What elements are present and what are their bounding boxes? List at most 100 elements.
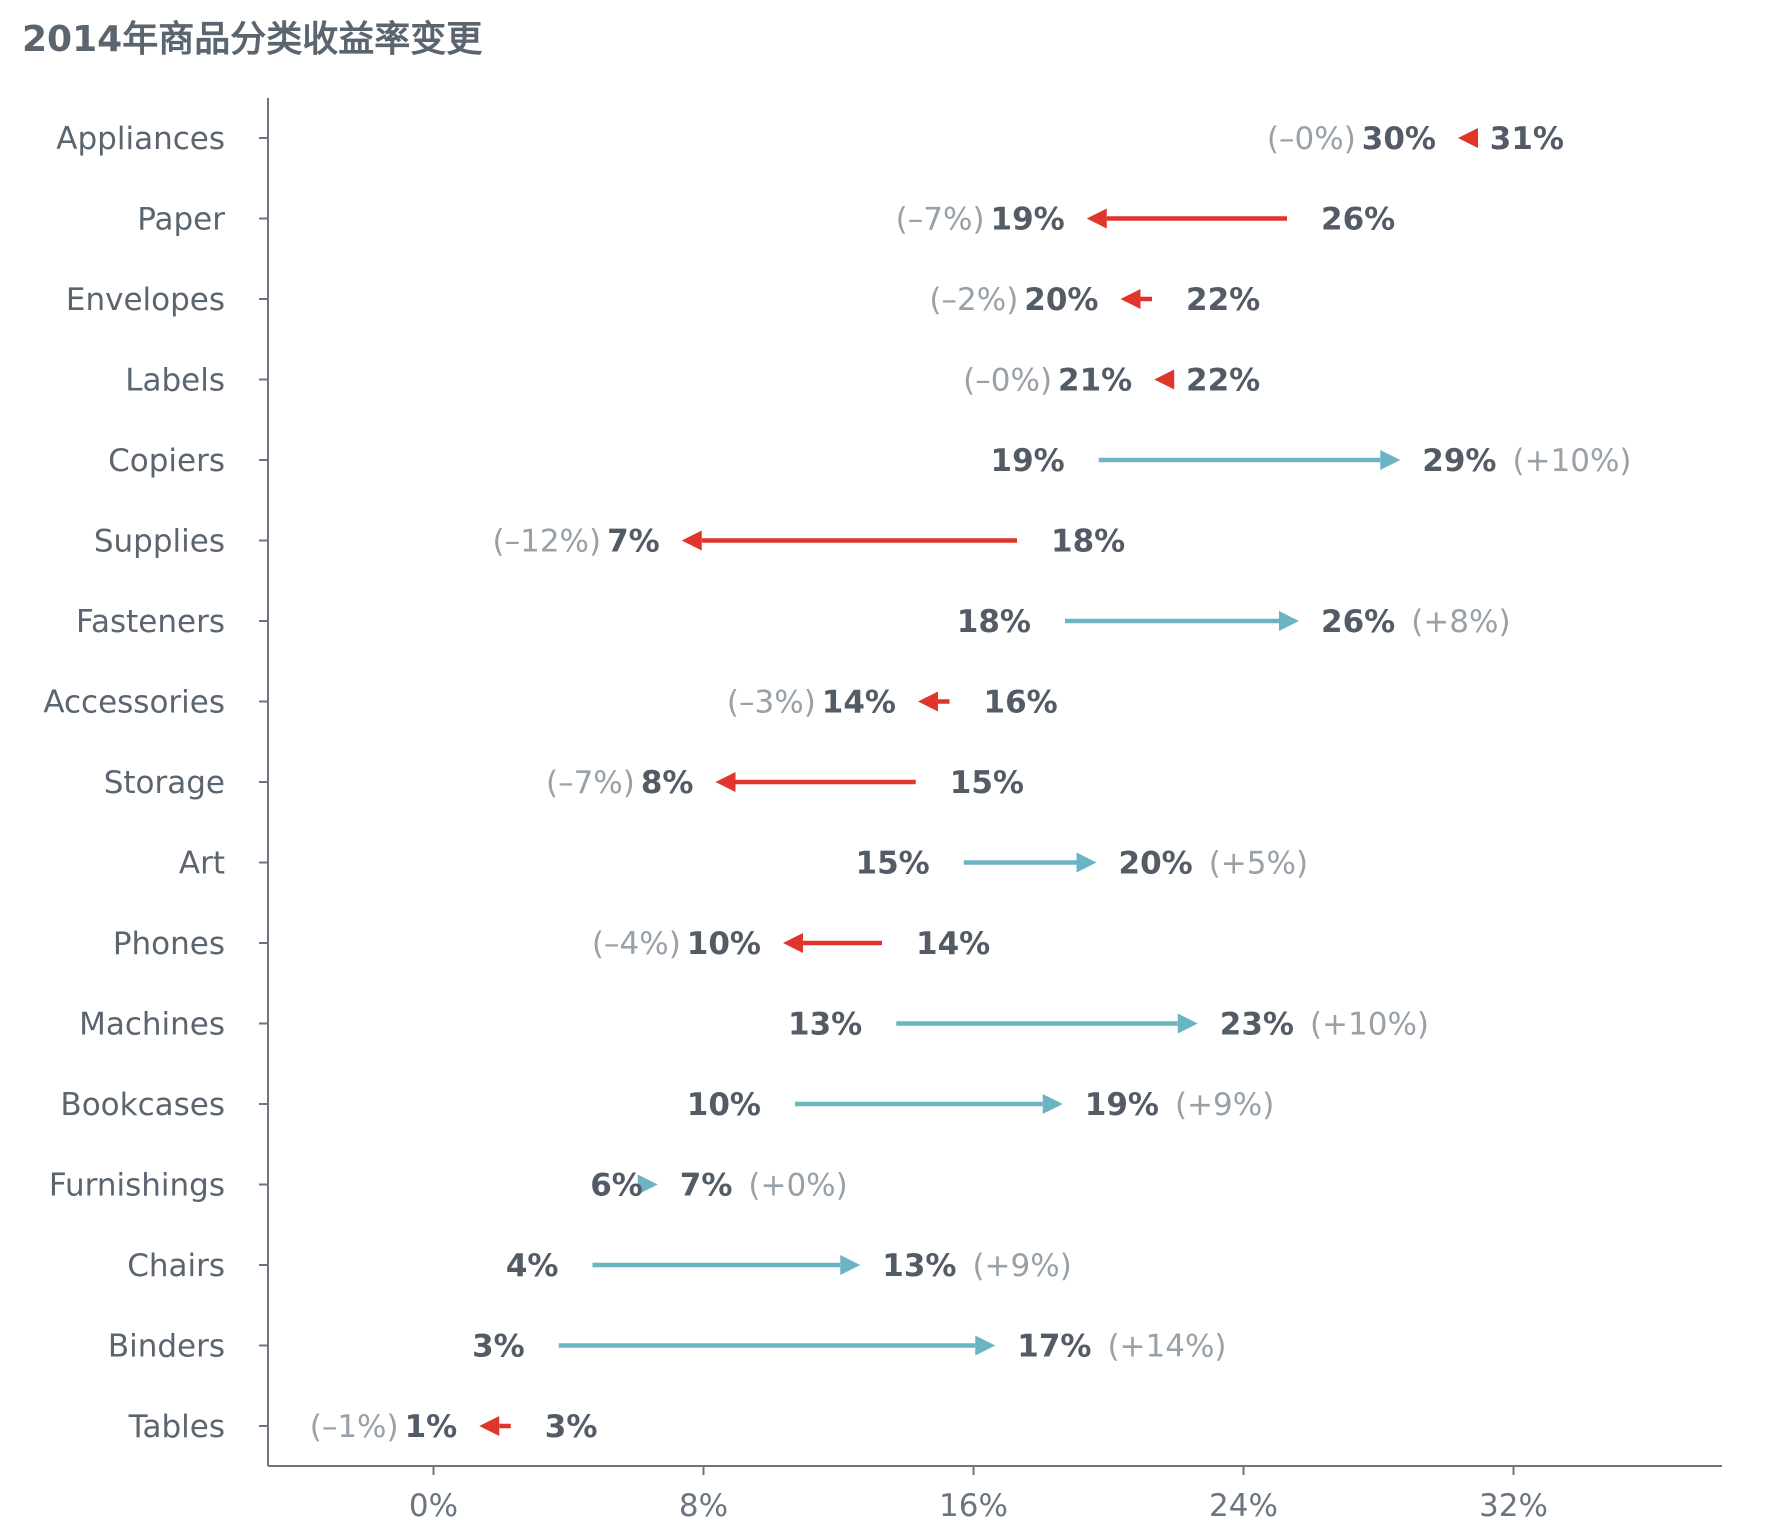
category-label: Appliances: [56, 121, 225, 157]
diff-label: (–3%): [727, 685, 816, 721]
diff-label: (–7%): [896, 202, 985, 238]
x-tick-label: 32%: [1479, 1488, 1548, 1524]
arrow-head: [783, 933, 803, 953]
category-label: Tables: [128, 1409, 225, 1445]
to-value-label: 30%: [1362, 121, 1436, 157]
from-value-label: 10%: [687, 1087, 761, 1123]
diff-label: (+0%): [748, 1168, 847, 1204]
row-accessories: 16% 14%(–3%): [727, 685, 1058, 721]
row-fasteners: 18% 26% (+8%): [957, 604, 1511, 640]
row-supplies: 18% 7%(–12%): [493, 524, 1126, 560]
arrow-head: [715, 772, 736, 792]
row-chairs: 4% 13% (+9%): [506, 1248, 1072, 1284]
to-value-label: 23%: [1220, 1007, 1294, 1043]
row-tables: 3% 1%(–1%): [310, 1409, 598, 1445]
from-value-label: 22%: [1186, 363, 1260, 399]
arrow-head: [1042, 1094, 1063, 1114]
category-label: Labels: [125, 363, 225, 399]
arrow-head: [1380, 450, 1401, 470]
diff-label: (–4%): [592, 926, 681, 962]
from-value-label: 22%: [1186, 282, 1260, 318]
arrow-head: [1177, 1013, 1198, 1034]
diff-label: (+8%): [1411, 604, 1510, 640]
to-value-label: 26%: [1321, 604, 1395, 640]
category-label: Art: [179, 846, 225, 882]
diff-label: (–12%): [493, 524, 602, 560]
category-label: Binders: [108, 1329, 225, 1365]
arrow-head: [1458, 128, 1478, 148]
x-tick-label: 0%: [409, 1488, 458, 1524]
from-value-label: 19%: [991, 443, 1065, 479]
row-copiers: 19% 29% (+10%): [991, 443, 1632, 479]
diff-label: (+10%): [1512, 443, 1631, 479]
diff-label: (+9%): [1175, 1087, 1274, 1123]
from-value-label: 6%: [590, 1168, 643, 1204]
row-appliances: 31% 30%(–0%): [1267, 121, 1564, 157]
from-value-label: 31%: [1490, 121, 1564, 157]
category-label: Envelopes: [66, 282, 225, 318]
to-value-label: 7%: [680, 1168, 733, 1204]
to-value-label: 20%: [1024, 282, 1098, 318]
category-label: Paper: [137, 202, 225, 238]
row-machines: 13% 23% (+10%): [788, 1007, 1429, 1043]
to-value-label: 10%: [687, 926, 761, 962]
from-value-label: 15%: [950, 765, 1024, 801]
row-art: 15% 20% (+5%): [856, 846, 1309, 882]
to-value-label: 14%: [822, 685, 896, 721]
row-paper: 26% 19%(–7%): [896, 202, 1396, 238]
arrow-head: [1076, 852, 1097, 873]
arrow-head: [1279, 611, 1299, 631]
category-label: Copiers: [108, 443, 225, 479]
row-labels: 22% 21%(–0%): [963, 363, 1260, 399]
diff-label: (–7%): [546, 765, 635, 801]
x-tick-label: 16%: [939, 1488, 1008, 1524]
category-label: Machines: [79, 1007, 225, 1043]
to-value-label: 20%: [1119, 846, 1193, 882]
row-binders: 3% 17% (+14%): [472, 1329, 1226, 1365]
diff-label: (+10%): [1310, 1007, 1429, 1043]
category-label: Furnishings: [49, 1168, 225, 1204]
diff-label: (–2%): [929, 282, 1018, 318]
axes-layer: 0% 8% 16% 24% 32% Appliances Paper Envelopes Lab…: [43, 98, 1722, 1524]
marks-layer: 31%30%(–0%)26%19%(–7%)22%20%(–2%)22%21%(…: [310, 121, 1632, 1445]
to-value-label: 8%: [641, 765, 694, 801]
from-value-label: 14%: [916, 926, 990, 962]
category-label: Supplies: [94, 524, 225, 560]
to-value-label: 7%: [607, 524, 660, 560]
arrow-head: [918, 691, 938, 712]
from-value-label: 4%: [506, 1248, 559, 1284]
diff-label: (–0%): [1267, 121, 1356, 157]
arrow-head: [479, 1416, 500, 1436]
to-value-label: 17%: [1017, 1329, 1091, 1365]
to-value-label: 19%: [991, 202, 1065, 238]
arrow-head: [681, 530, 702, 551]
from-value-label: 26%: [1321, 202, 1395, 238]
category-label: Accessories: [43, 685, 225, 721]
from-value-label: 3%: [472, 1329, 525, 1365]
row-phones: 14% 10%(–4%): [592, 926, 990, 962]
arrow-head: [1120, 289, 1141, 309]
to-value-label: 29%: [1422, 443, 1496, 479]
diff-label: (+14%): [1107, 1329, 1226, 1365]
category-label: Storage: [104, 765, 225, 801]
to-value-label: 1%: [405, 1409, 458, 1445]
category-label: Phones: [113, 926, 225, 962]
x-tick-label: 24%: [1209, 1488, 1278, 1524]
chart-title: 2014年商品分类收益率变更: [22, 19, 483, 60]
arrow-head: [637, 1174, 658, 1195]
row-storage: 15% 8%(–7%): [546, 765, 1024, 801]
arrow-head: [840, 1255, 861, 1275]
category-label: Bookcases: [60, 1087, 225, 1123]
from-value-label: 13%: [788, 1007, 862, 1043]
diff-label: (–0%): [963, 363, 1052, 399]
x-tick-label: 8%: [679, 1488, 728, 1524]
category-label: Chairs: [127, 1248, 225, 1284]
row-envelopes: 22% 20%(–2%): [929, 282, 1260, 318]
category-label: Fasteners: [76, 604, 225, 640]
to-value-label: 13%: [882, 1248, 956, 1284]
arrow-head: [1086, 208, 1107, 229]
from-value-label: 18%: [957, 604, 1031, 640]
to-value-label: 19%: [1085, 1087, 1159, 1123]
diff-label: (+9%): [972, 1248, 1071, 1284]
